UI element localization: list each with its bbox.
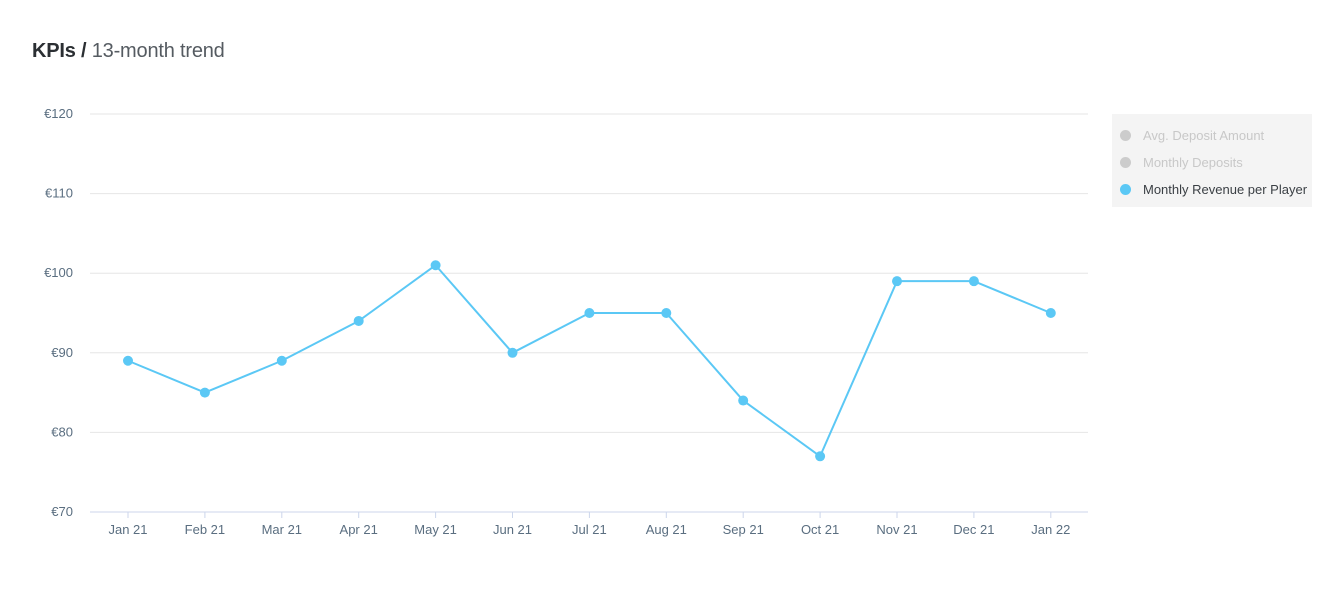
legend-item[interactable]: Monthly Revenue per Player [1112, 176, 1312, 203]
legend-item[interactable]: Avg. Deposit Amount [1112, 122, 1312, 149]
y-tick-label: €70 [51, 504, 73, 519]
legend-item[interactable]: Monthly Deposits [1112, 149, 1312, 176]
y-tick-label: €100 [44, 265, 73, 280]
x-tick-label: Jan 21 [108, 522, 147, 537]
x-tick-label: Apr 21 [340, 522, 378, 537]
data-point[interactable] [353, 315, 364, 326]
data-point[interactable] [276, 355, 287, 366]
x-tick-label: Jan 22 [1031, 522, 1070, 537]
x-tick-label: Sep 21 [723, 522, 764, 537]
y-axis-ticks: €70 €80 €90 €100 €110 €120 [44, 106, 73, 519]
y-tick-label: €80 [51, 424, 73, 439]
legend-marker-icon [1120, 130, 1131, 141]
x-tick-label: Nov 21 [876, 522, 917, 537]
x-tick-label: Dec 21 [953, 522, 994, 537]
x-tick-label: Feb 21 [185, 522, 225, 537]
data-point[interactable] [199, 387, 210, 398]
y-tick-label: €90 [51, 345, 73, 360]
x-tick-label: Aug 21 [646, 522, 687, 537]
x-tick-label: Oct 21 [801, 522, 839, 537]
series-line [127, 264, 1052, 458]
y-tick-label: €110 [45, 186, 73, 201]
legend-item-label: Monthly Revenue per Player [1143, 182, 1308, 197]
data-point[interactable] [430, 260, 441, 271]
chart-legend: Avg. Deposit Amount Monthly Deposits Month… [1112, 114, 1312, 207]
data-point[interactable] [123, 355, 133, 366]
legend-marker-icon [1120, 157, 1131, 168]
page-title: KPIs / 13-month trend [32, 40, 225, 63]
title-trend: 13-month trend [91, 40, 225, 62]
title-kpis: KPIs / [32, 40, 87, 62]
data-point[interactable] [738, 395, 749, 406]
data-point[interactable] [892, 276, 902, 287]
x-tick-label: Jul 21 [572, 522, 607, 537]
data-point[interactable] [661, 308, 672, 318]
data-point[interactable] [1045, 308, 1056, 318]
x-tick-label: May 21 [414, 522, 457, 537]
data-point[interactable] [584, 308, 595, 318]
series-layer [123, 260, 1056, 462]
x-tick-label: Jun 21 [493, 522, 532, 537]
legend-marker-icon [1120, 184, 1131, 195]
y-tick-label: €120 [44, 106, 73, 121]
legend-item-label: Avg. Deposit Amount [1143, 128, 1265, 143]
data-point[interactable] [968, 276, 979, 287]
data-point[interactable] [815, 451, 826, 462]
x-tick-label: Mar 21 [262, 522, 302, 537]
x-axis-ticks: Jan 21 Feb 21 Mar 21 Apr 21 May 21 Jun 21 Jul … [108, 512, 1070, 537]
legend-item-label: Monthly Deposits [1143, 155, 1243, 170]
data-point[interactable] [507, 347, 518, 358]
